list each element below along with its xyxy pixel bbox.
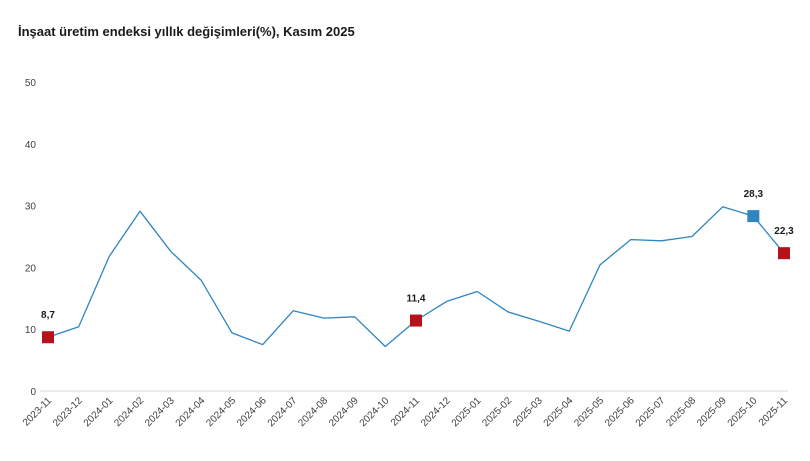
x-tick-label: 2023-12 xyxy=(51,395,85,429)
x-tick-label: 2024-07 xyxy=(266,395,300,429)
x-tick-label: 2024-02 xyxy=(112,395,146,429)
x-tick-label: 2024-10 xyxy=(358,395,392,429)
x-tick-label: 2024-11 xyxy=(389,395,423,429)
x-tick-label: 2025-06 xyxy=(603,395,637,429)
x-tick-label: 2025-03 xyxy=(511,395,545,429)
chart-title: İnşaat üretim endeksi yıllık değişimleri… xyxy=(18,24,355,39)
x-tick-label: 2025-11 xyxy=(757,395,791,429)
x-tick-label: 2025-07 xyxy=(634,395,668,429)
x-tick-label: 2024-05 xyxy=(204,395,238,429)
y-tick-label: 10 xyxy=(25,325,37,336)
y-tick-label: 20 xyxy=(25,263,37,274)
data-label: 28,3 xyxy=(744,189,764,200)
x-tick-label: 2024-09 xyxy=(327,395,361,429)
x-tick-label: 2024-04 xyxy=(174,395,208,429)
data-label: 22,3 xyxy=(774,226,794,237)
data-label: 8,7 xyxy=(41,310,55,321)
x-tick-label: 2023-11 xyxy=(21,395,55,429)
data-marker xyxy=(747,210,760,223)
data-label: 11,4 xyxy=(407,294,426,305)
x-tick-label: 2025-08 xyxy=(664,395,698,429)
x-tick-label: 2025-02 xyxy=(480,395,514,429)
x-tick-label: 2024-03 xyxy=(143,395,177,429)
x-tick-label: 2025-10 xyxy=(726,395,760,429)
y-tick-label: 40 xyxy=(25,140,37,151)
x-tick-label: 2024-08 xyxy=(296,395,330,429)
x-tick-label: 2025-09 xyxy=(695,395,729,429)
data-marker xyxy=(42,331,54,344)
x-tick-label: 2025-01 xyxy=(450,395,484,429)
y-tick-label: 50 xyxy=(25,78,37,89)
x-tick-label: 2025-04 xyxy=(542,395,576,429)
y-tick-label: 0 xyxy=(30,387,36,398)
x-tick-label: 2024-06 xyxy=(235,395,269,429)
x-tick-label: 2025-05 xyxy=(572,395,606,429)
x-tick-label: 2024-12 xyxy=(419,395,453,429)
y-tick-label: 30 xyxy=(25,202,37,213)
data-marker xyxy=(410,314,422,327)
data-marker xyxy=(778,247,790,260)
x-tick-label: 2024-01 xyxy=(82,395,116,429)
